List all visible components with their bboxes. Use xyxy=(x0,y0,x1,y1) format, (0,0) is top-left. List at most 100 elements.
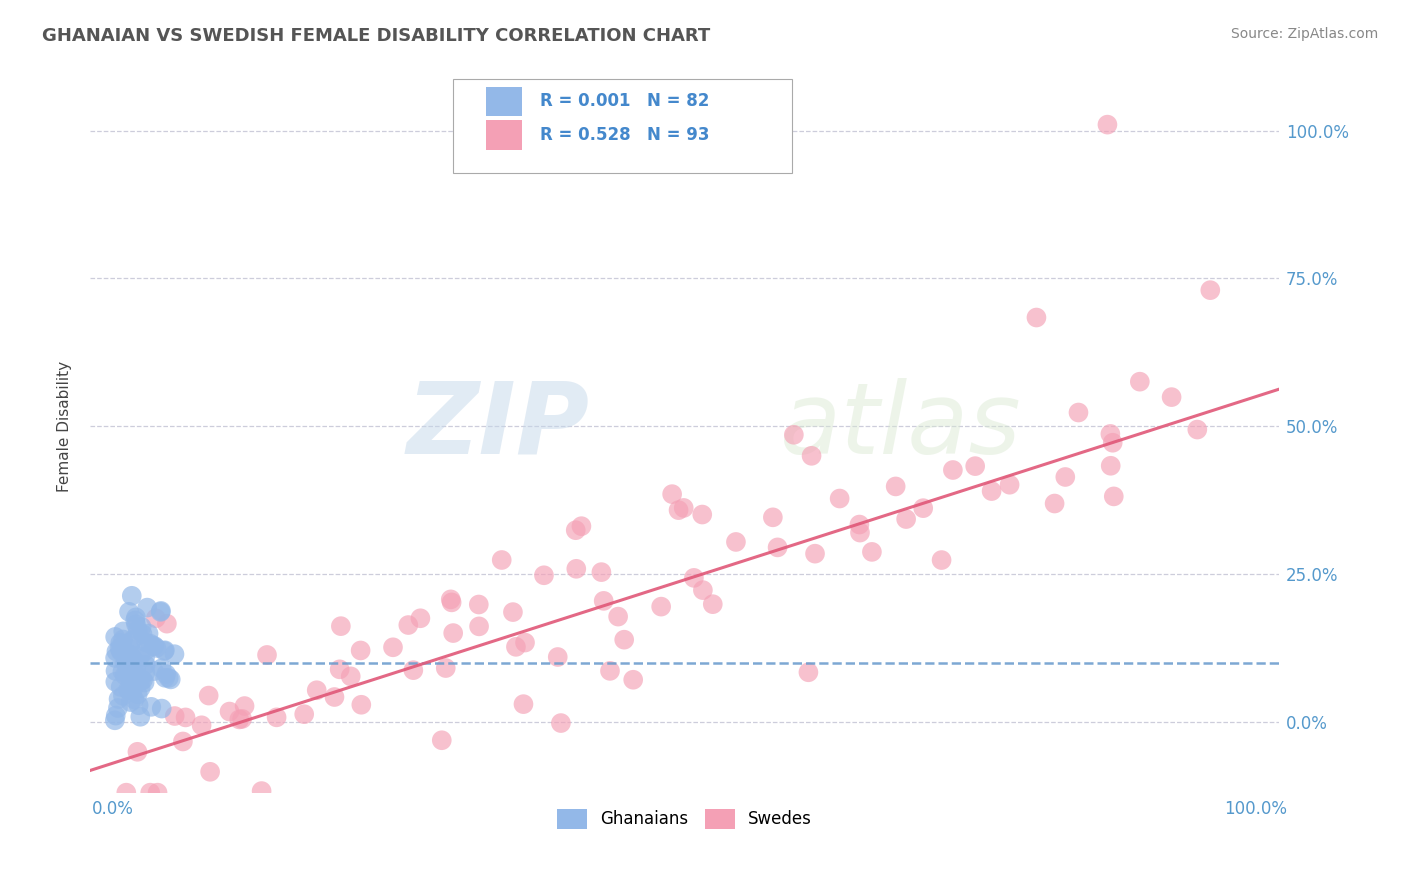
Point xyxy=(121,657,143,672)
Point xyxy=(894,512,917,526)
Text: R = 0.001: R = 0.001 xyxy=(540,93,630,111)
Point xyxy=(134,644,156,658)
Point xyxy=(121,589,143,603)
Point xyxy=(114,655,136,669)
Point xyxy=(114,656,136,670)
Point xyxy=(112,632,135,647)
Point xyxy=(118,664,141,678)
Point xyxy=(121,633,143,648)
Point xyxy=(149,605,172,619)
Point xyxy=(621,673,644,687)
Point xyxy=(134,650,156,665)
Point xyxy=(132,673,155,687)
Point xyxy=(592,594,614,608)
Point xyxy=(505,640,527,654)
Point xyxy=(190,718,212,732)
Point xyxy=(107,701,129,715)
Point xyxy=(683,571,706,585)
Point xyxy=(128,698,150,713)
Point xyxy=(323,690,346,704)
Point xyxy=(127,624,149,638)
Point xyxy=(912,501,935,516)
Point xyxy=(120,681,142,695)
Point xyxy=(513,635,536,649)
Point xyxy=(163,709,186,723)
FancyBboxPatch shape xyxy=(453,79,792,173)
FancyBboxPatch shape xyxy=(486,120,522,150)
Point xyxy=(120,635,142,649)
Point xyxy=(134,675,156,690)
Point xyxy=(145,640,167,655)
Point xyxy=(441,626,464,640)
Point xyxy=(110,645,132,659)
Point xyxy=(131,627,153,641)
Point xyxy=(135,657,157,672)
Point xyxy=(800,449,823,463)
Point xyxy=(127,745,149,759)
Point xyxy=(145,611,167,625)
Point xyxy=(1187,423,1209,437)
Point xyxy=(797,665,820,680)
Point xyxy=(124,676,146,690)
FancyBboxPatch shape xyxy=(486,87,522,116)
Point xyxy=(396,618,419,632)
Point xyxy=(766,541,789,555)
Point xyxy=(120,695,142,709)
Point xyxy=(607,609,630,624)
Point xyxy=(1199,283,1222,297)
Point xyxy=(661,487,683,501)
Point xyxy=(104,714,127,728)
Point xyxy=(502,605,524,619)
Point xyxy=(860,545,883,559)
Point xyxy=(129,673,152,688)
Point xyxy=(107,692,129,706)
Point xyxy=(491,553,513,567)
Point xyxy=(533,568,555,582)
Point xyxy=(1097,118,1119,132)
Text: R = 0.528: R = 0.528 xyxy=(540,126,630,145)
Point xyxy=(1043,496,1066,510)
Point xyxy=(121,683,143,698)
Point xyxy=(112,624,135,639)
Point xyxy=(218,705,240,719)
Point xyxy=(110,636,132,650)
Point xyxy=(131,620,153,634)
Point xyxy=(409,611,432,625)
Point xyxy=(121,651,143,665)
Point xyxy=(599,664,621,678)
Text: ZIP: ZIP xyxy=(406,377,589,475)
Point xyxy=(550,716,572,731)
Point xyxy=(150,604,173,618)
Point xyxy=(104,630,127,644)
Point xyxy=(125,610,148,624)
Point xyxy=(138,626,160,640)
Text: N = 82: N = 82 xyxy=(647,93,710,111)
Point xyxy=(125,617,148,632)
Point xyxy=(231,712,253,726)
Point xyxy=(724,535,747,549)
Point xyxy=(228,713,250,727)
Point xyxy=(1102,489,1125,503)
Point xyxy=(349,643,371,657)
Point xyxy=(692,583,714,598)
Point xyxy=(105,644,128,658)
Point xyxy=(256,648,278,662)
Point xyxy=(942,463,965,477)
Point xyxy=(1160,390,1182,404)
Point xyxy=(139,637,162,651)
Point xyxy=(136,600,159,615)
Text: Source: ZipAtlas.com: Source: ZipAtlas.com xyxy=(1230,27,1378,41)
Point xyxy=(440,595,463,609)
Point xyxy=(1099,458,1122,473)
Point xyxy=(702,597,724,611)
Point xyxy=(305,683,328,698)
Point xyxy=(672,500,695,515)
Point xyxy=(150,661,173,675)
Point xyxy=(828,491,851,506)
Point xyxy=(174,710,197,724)
Point xyxy=(1067,405,1090,419)
Point xyxy=(931,553,953,567)
Point xyxy=(110,680,132,694)
Point xyxy=(108,641,131,656)
Point xyxy=(118,669,141,683)
